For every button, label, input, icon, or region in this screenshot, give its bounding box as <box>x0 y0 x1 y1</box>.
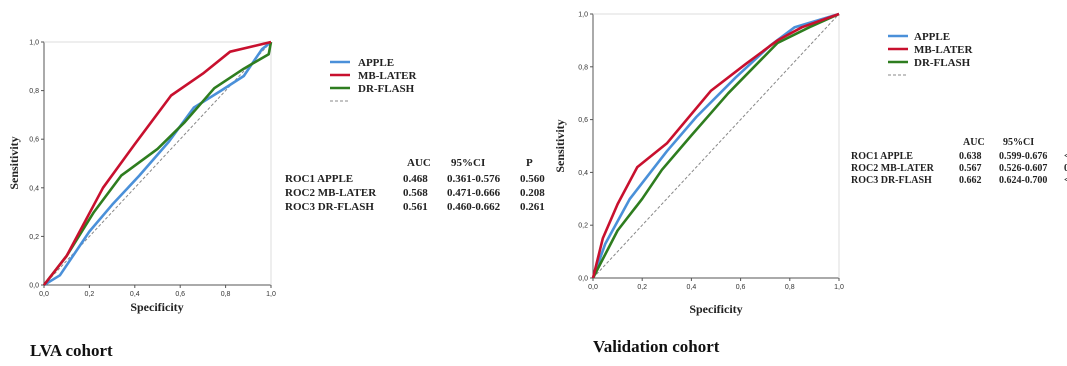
x-tick-label: 0,2 <box>85 291 95 298</box>
x-tick-label: 1,0 <box>266 291 276 298</box>
stats-row-label: ROC1 APPLE <box>851 151 913 162</box>
y-tick-label: 0,8 <box>29 88 39 95</box>
stats-cell: 0.468 <box>403 173 428 185</box>
stats-cell: <0.001 <box>1064 151 1067 162</box>
y-axis-title: Sensitivity <box>553 119 567 172</box>
x-tick-label: 0,6 <box>175 291 185 298</box>
y-tick-label: 0,0 <box>29 283 39 290</box>
x-tick-label: 1,0 <box>834 284 844 291</box>
legend-label-mb-later: MB-LATER <box>914 44 974 56</box>
y-tick-label: 0,0 <box>578 276 588 283</box>
stats-cell: 0.261 <box>520 201 545 213</box>
x-tick-label: 0,2 <box>637 284 647 291</box>
stats-cell: <0.001 <box>1064 175 1067 186</box>
y-tick-label: 0,6 <box>29 137 39 144</box>
stats-row-label: ROC3 DR-FLASH <box>285 201 374 213</box>
series-line-apple <box>43 40 272 287</box>
y-tick-label: 0,8 <box>578 64 588 71</box>
y-tick-label: 0,4 <box>578 170 588 177</box>
stats-cell: 0.662 <box>959 175 982 186</box>
stats-header-cell: AUC <box>963 137 985 148</box>
x-axis-title: Specificity <box>689 302 742 316</box>
stats-row-label: ROC2 MB-LATER <box>285 187 377 199</box>
legend-label-apple: APPLE <box>914 31 950 43</box>
y-tick-label: 0,6 <box>578 117 588 124</box>
stats-cell: 0.624-0.700 <box>999 175 1047 186</box>
stats-header-cell: AUC <box>407 157 431 169</box>
stats-cell: 0.638 <box>959 151 982 162</box>
cohort-label: LVA cohort <box>30 341 113 360</box>
stats-cell: 0.208 <box>520 187 545 199</box>
y-tick-label: 0,2 <box>29 234 39 241</box>
stats-cell: 0.361-0.576 <box>447 173 501 185</box>
legend-label-apple: APPLE <box>358 57 394 69</box>
cohort-label: Validation cohort <box>593 337 720 356</box>
series-line-apple <box>591 12 840 279</box>
stats-row-label: ROC2 MB-LATER <box>851 163 935 174</box>
legend-label-dr-flash: DR-FLASH <box>358 83 415 95</box>
x-tick-label: 0,4 <box>130 291 140 298</box>
validation-cohort-panel: 0,0 0,2 0,4 0,6 0,8 1,0 0,0 0,2 0,4 0,6 0,8 1,0 Spec… <box>540 0 1067 366</box>
stats-header-cell: 95%CI <box>451 157 485 169</box>
stats-cell: 0.001 <box>1064 163 1067 174</box>
reference-diagonal-line <box>592 13 840 279</box>
y-tick-label: 0,2 <box>578 223 588 230</box>
y-axis-title: Sensitivity <box>7 136 21 189</box>
stats-cell: 0.599-0.676 <box>999 151 1047 162</box>
x-tick-label: 0,8 <box>221 291 231 298</box>
stats-row-label: ROC1 APPLE <box>285 173 353 185</box>
stats-cell: 0.567 <box>959 163 982 174</box>
series-line-dr-flash <box>591 12 840 279</box>
stats-cell: 0.460-0.662 <box>447 201 501 213</box>
stats-cell: 0.568 <box>403 187 428 199</box>
x-axis-title: Specificity <box>130 300 183 314</box>
x-tick-label: 0,6 <box>736 284 746 291</box>
legend-label-dr-flash: DR-FLASH <box>914 57 971 69</box>
series-line-mb-later <box>591 12 840 279</box>
stats-cell: 0.560 <box>520 173 545 185</box>
stats-row-label: ROC3 DR-FLASH <box>851 175 932 186</box>
y-tick-label: 1,0 <box>578 12 588 19</box>
x-tick-label: 0,8 <box>785 284 795 291</box>
lva-roc-chart: 0,0 0,2 0,4 0,6 0,8 1,0 0,0 0,2 0,4 0,6 0,8 1,0 Spec… <box>7 40 545 361</box>
stats-cell: 0.526-0.607 <box>999 163 1047 174</box>
legend-label-mb-later: MB-LATER <box>358 70 418 82</box>
y-tick-label: 1,0 <box>29 40 39 47</box>
lva-cohort-panel: 0,0 0,2 0,4 0,6 0,8 1,0 0,0 0,2 0,4 0,6 0,8 1,0 Spec… <box>7 40 545 361</box>
x-tick-label: 0,4 <box>687 284 697 291</box>
series-line-mb-later <box>42 40 272 286</box>
series-line-dr-flash <box>42 41 273 286</box>
validation-roc-chart: 0,0 0,2 0,4 0,6 0,8 1,0 0,0 0,2 0,4 0,6 0,8 1,0 Spec… <box>553 12 1067 357</box>
stats-cell: 0.471-0.666 <box>447 187 501 199</box>
stats-header-cell: P <box>526 157 533 169</box>
stats-header-cell: 95%CI <box>1003 137 1034 148</box>
y-tick-label: 0,4 <box>29 185 39 192</box>
x-tick-label: 0,0 <box>39 291 49 298</box>
stats-cell: 0.561 <box>403 201 428 213</box>
x-tick-label: 0,0 <box>588 284 598 291</box>
